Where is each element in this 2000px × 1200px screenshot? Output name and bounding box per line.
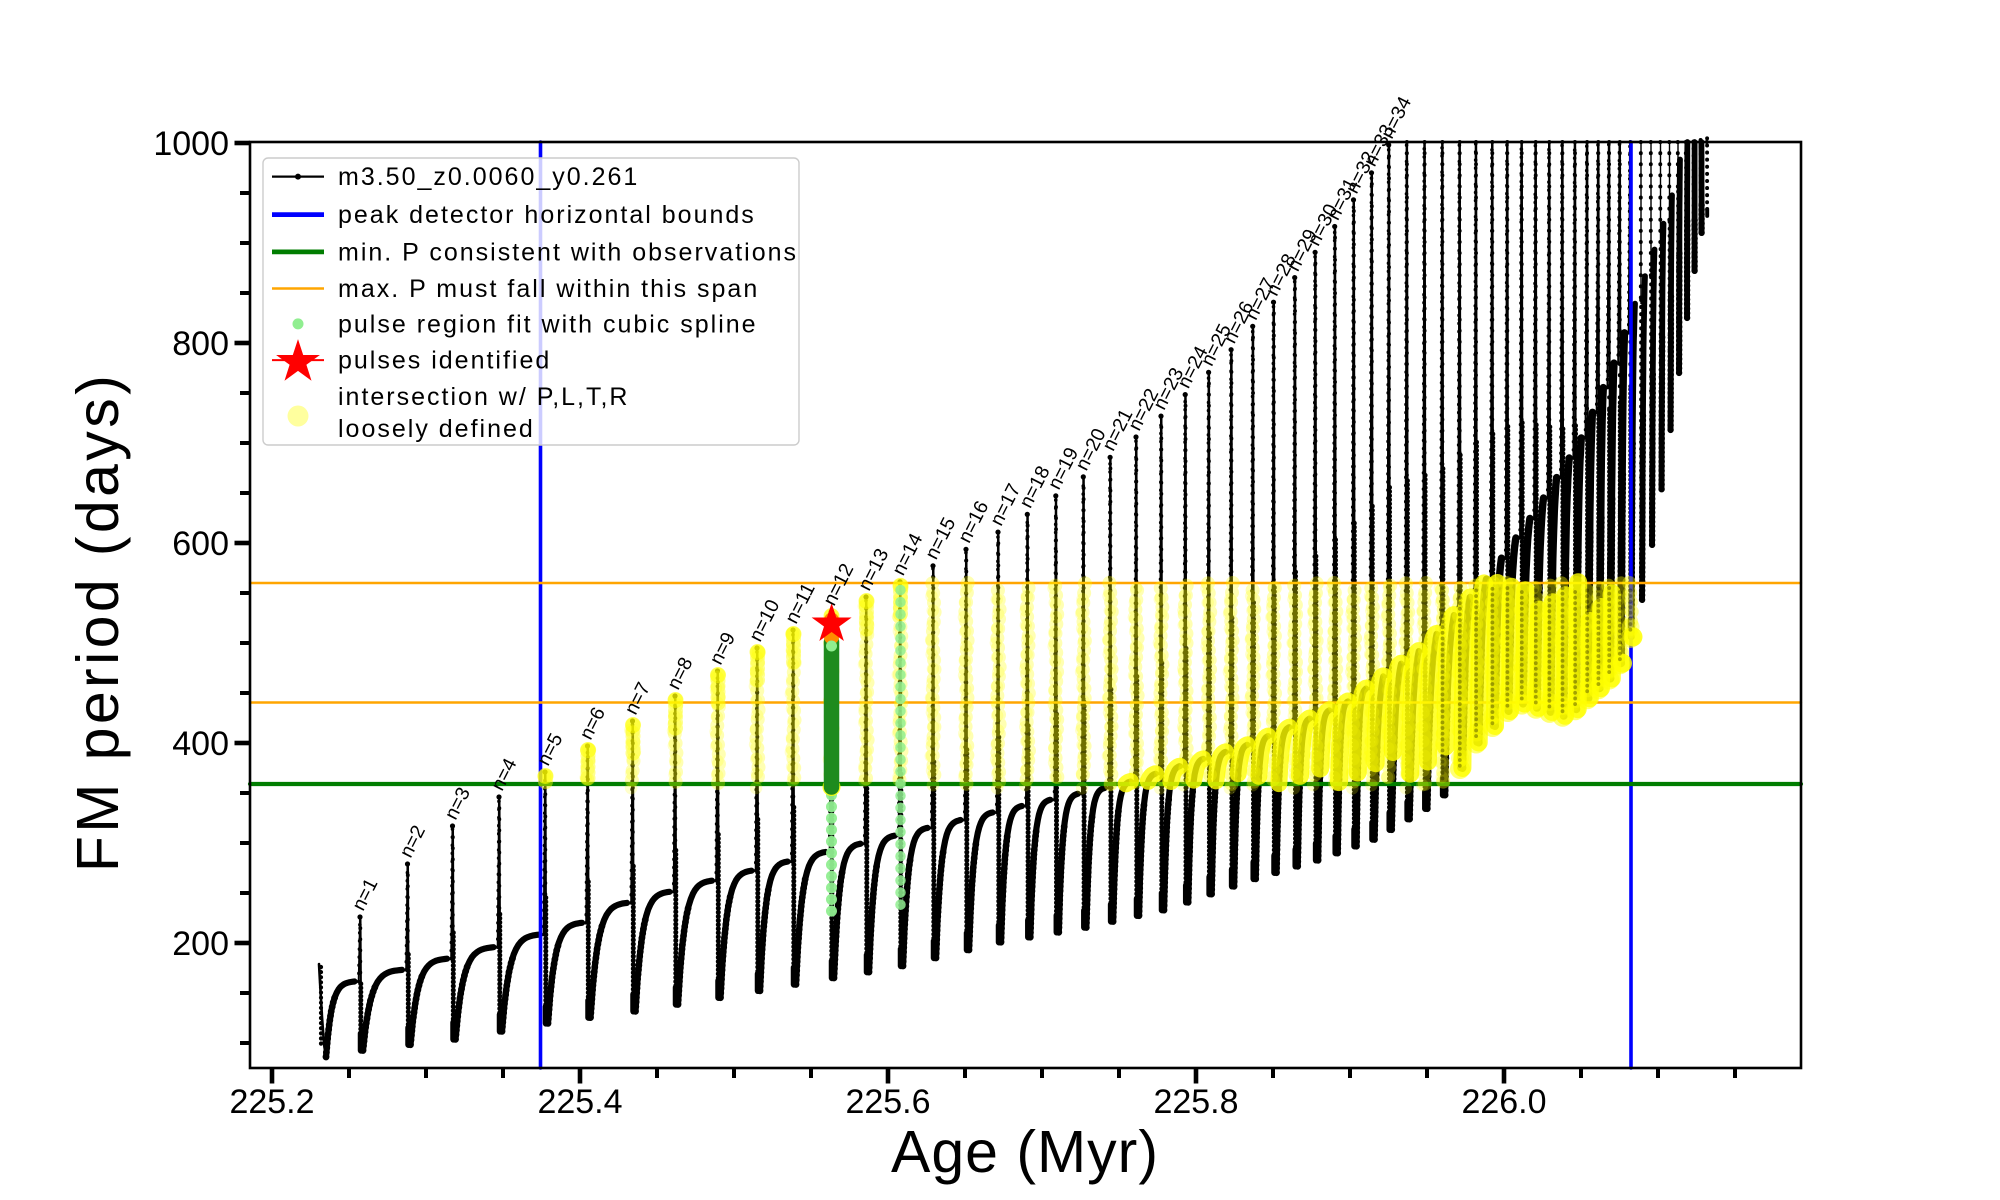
svg-text:max. P must fall within this s: max. P must fall within this span: [338, 275, 759, 303]
svg-text:1000: 1000: [153, 125, 229, 163]
svg-text:226.0: 226.0: [1461, 1083, 1546, 1121]
svg-text:peak detector horizontal bound: peak detector horizontal bounds: [338, 201, 756, 229]
svg-text:pulses identified: pulses identified: [338, 347, 551, 375]
svg-text:loosely defined: loosely defined: [338, 415, 535, 443]
svg-text:225.6: 225.6: [845, 1083, 930, 1121]
svg-text:225.2: 225.2: [229, 1083, 314, 1121]
svg-text:FM period (days): FM period (days): [65, 372, 131, 872]
svg-text:200: 200: [172, 925, 229, 963]
svg-text:intersection w/ P,L,T,R: intersection w/ P,L,T,R: [338, 383, 629, 411]
svg-text:600: 600: [172, 525, 229, 563]
svg-text:m3.50_z0.0060_y0.261: m3.50_z0.0060_y0.261: [338, 163, 639, 191]
svg-text:400: 400: [172, 725, 229, 763]
svg-text:800: 800: [172, 325, 229, 363]
svg-text:min. P consistent with observa: min. P consistent with observations: [338, 239, 798, 267]
svg-text:225.4: 225.4: [537, 1083, 622, 1121]
svg-text:225.8: 225.8: [1153, 1083, 1238, 1121]
svg-text:Age (Myr): Age (Myr): [891, 1119, 1159, 1185]
svg-text:pulse region fit with cubic sp: pulse region fit with cubic spline: [338, 311, 758, 339]
